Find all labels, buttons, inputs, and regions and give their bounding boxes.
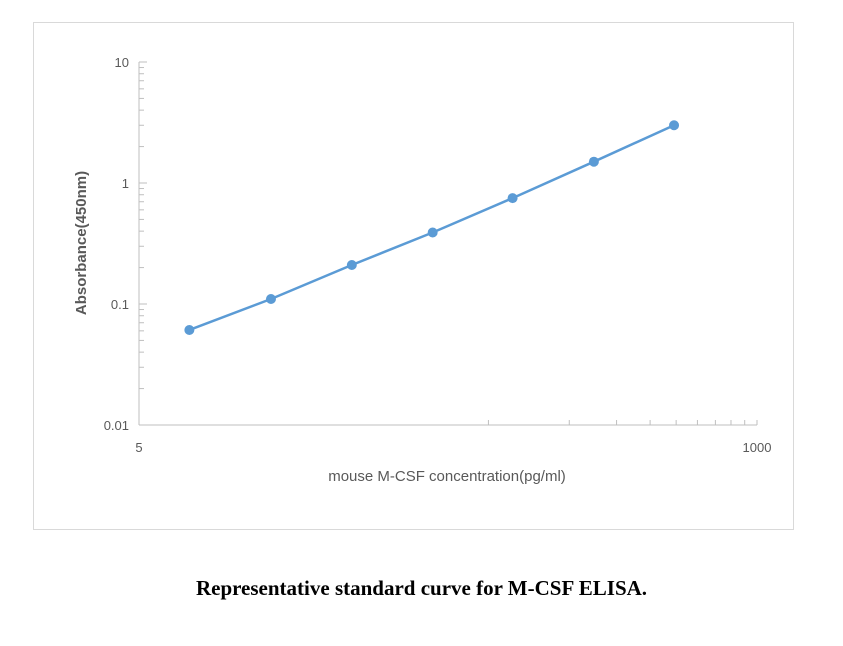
- x-tick-label-5: 5: [135, 440, 142, 455]
- data-point-marker: [669, 120, 680, 131]
- y-tick-label-0-1: 0.1: [111, 297, 129, 312]
- data-point-marker: [184, 324, 195, 335]
- y-tick-label-10: 10: [115, 55, 129, 70]
- figure-caption: Representative standard curve for M-CSF …: [195, 576, 648, 600]
- x-tick-label-1000: 1000: [743, 440, 772, 455]
- data-series: [184, 120, 680, 335]
- data-point-marker: [265, 293, 276, 304]
- x-axis-title: mouse M-CSF concentration(pg/ml): [328, 468, 566, 485]
- data-point-marker: [588, 156, 599, 167]
- data-point-marker: [507, 193, 518, 204]
- chart-frame: [33, 22, 794, 530]
- data-point-marker: [427, 227, 438, 238]
- y-axis: [138, 61, 147, 426]
- y-axis-title: Absorbance(450nm): [73, 171, 90, 315]
- y-tick-label-1: 1: [122, 176, 129, 191]
- data-point-marker: [346, 260, 357, 271]
- y-tick-label-0-01: 0.01: [104, 418, 129, 433]
- x-axis: [139, 420, 758, 426]
